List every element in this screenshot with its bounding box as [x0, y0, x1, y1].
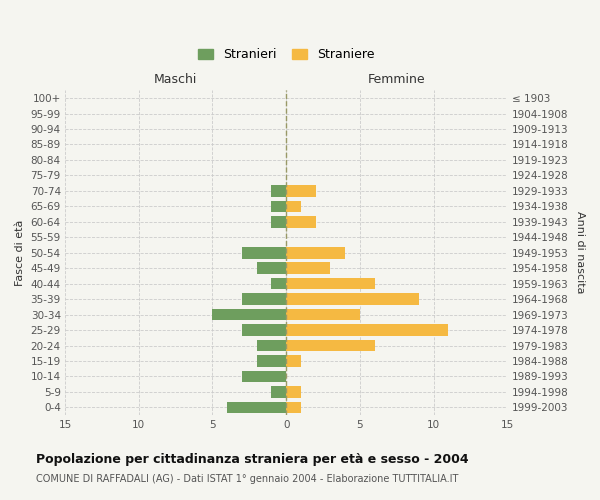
Bar — [242, 247, 286, 258]
Bar — [257, 262, 286, 274]
Bar — [257, 355, 286, 367]
Legend: Stranieri, Straniere: Stranieri, Straniere — [194, 44, 378, 65]
Bar — [286, 355, 301, 367]
Bar — [271, 278, 286, 289]
Bar — [271, 216, 286, 228]
Text: Popolazione per cittadinanza straniera per età e sesso - 2004: Popolazione per cittadinanza straniera p… — [36, 452, 469, 466]
Bar — [286, 262, 331, 274]
Y-axis label: Fasce di età: Fasce di età — [15, 220, 25, 286]
Bar — [271, 185, 286, 196]
Bar — [242, 324, 286, 336]
Bar — [212, 309, 286, 320]
Bar — [242, 294, 286, 305]
Bar — [286, 340, 374, 351]
Bar — [286, 324, 448, 336]
Bar — [286, 247, 345, 258]
Bar — [242, 370, 286, 382]
Bar — [286, 402, 301, 413]
Bar — [227, 402, 286, 413]
Text: Maschi: Maschi — [154, 72, 197, 86]
Bar — [257, 340, 286, 351]
Bar — [286, 278, 374, 289]
Text: COMUNE DI RAFFADALI (AG) - Dati ISTAT 1° gennaio 2004 - Elaborazione TUTTITALIA.: COMUNE DI RAFFADALI (AG) - Dati ISTAT 1°… — [36, 474, 458, 484]
Bar — [286, 185, 316, 196]
Bar — [286, 386, 301, 398]
Bar — [271, 386, 286, 398]
Text: Femmine: Femmine — [368, 72, 425, 86]
Bar — [286, 216, 316, 228]
Bar — [271, 200, 286, 212]
Bar — [286, 294, 419, 305]
Y-axis label: Anni di nascita: Anni di nascita — [575, 212, 585, 294]
Bar — [286, 309, 360, 320]
Bar — [286, 200, 301, 212]
